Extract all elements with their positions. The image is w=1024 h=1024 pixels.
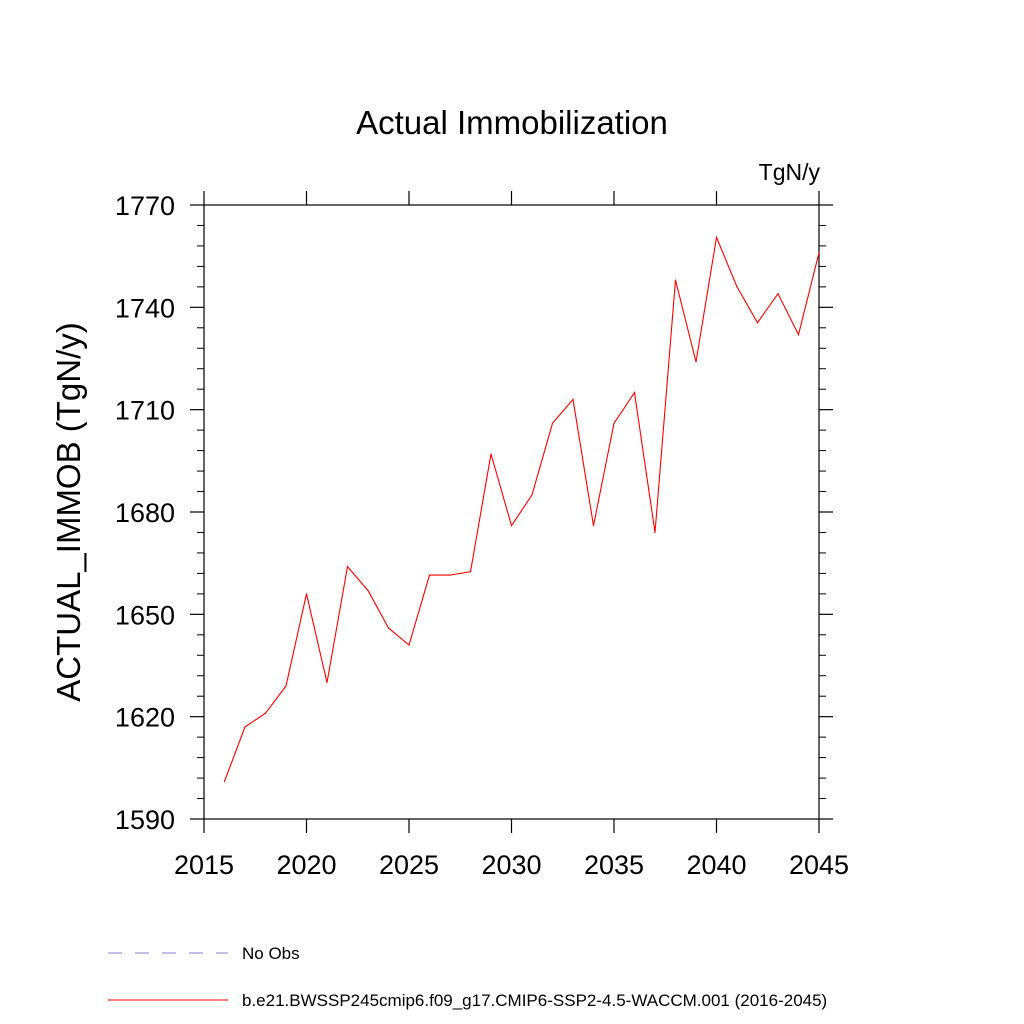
data-point	[654, 531, 656, 534]
data-point	[408, 644, 410, 646]
data-point	[223, 780, 226, 783]
data-point	[674, 279, 677, 281]
data-point	[572, 398, 574, 401]
data-point	[449, 574, 451, 576]
data-point	[777, 293, 779, 295]
data-point	[490, 453, 492, 455]
y-tick-label: 1590	[115, 805, 175, 835]
data-point	[613, 422, 615, 424]
x-tick-label: 2025	[379, 850, 439, 880]
data-point	[818, 252, 820, 254]
y-tick-label: 1740	[115, 293, 175, 323]
plot-frame	[203, 204, 820, 820]
data-point	[305, 593, 308, 595]
y-tick-label: 1620	[115, 703, 175, 733]
data-point	[326, 681, 328, 684]
data-point	[715, 236, 718, 239]
data-point	[367, 589, 369, 592]
data-point	[346, 565, 349, 568]
x-tick-label: 2040	[686, 850, 746, 880]
data-point	[633, 392, 636, 394]
data-point	[797, 334, 800, 336]
y-tick-label: 1770	[115, 191, 175, 221]
axis-tick-labels: 2015 2020 2025 2030 2035 2040 2045 1590 1620 1650…	[115, 191, 849, 880]
data-point	[551, 422, 554, 424]
data-point	[469, 571, 472, 573]
data-point	[756, 322, 759, 324]
legend: No Obs b.e21.BWSSP245cmip6.f09_g17.CMIP6…	[108, 944, 827, 1010]
y-tick-label: 1650	[115, 600, 175, 630]
x-tick-label: 2020	[276, 850, 336, 880]
units-label: TgN/y	[759, 159, 821, 185]
data-point	[428, 574, 431, 576]
data-point	[736, 286, 738, 288]
data-point	[695, 361, 697, 363]
y-tick-label: 1710	[115, 396, 175, 426]
x-tick-label: 2035	[584, 850, 644, 880]
x-tick-label: 2015	[174, 850, 234, 880]
legend-label-no-obs: No Obs	[242, 944, 300, 963]
chart-title: Actual Immobilization	[356, 104, 668, 141]
series-layer	[223, 235, 820, 783]
data-point	[244, 726, 246, 728]
data-point	[285, 685, 287, 687]
data-point	[510, 525, 513, 527]
axis-ticks	[190, 191, 833, 833]
data-point	[387, 627, 390, 629]
x-tick-label: 2030	[481, 850, 541, 880]
y-axis-label: ACTUAL_IMMOB (TgN/y)	[50, 322, 87, 702]
y-tick-label: 1680	[115, 498, 175, 528]
legend-label-model: b.e21.BWSSP245cmip6.f09_g17.CMIP6-SSP2-4…	[242, 991, 827, 1010]
data-point	[264, 712, 267, 714]
data-point	[531, 494, 533, 496]
series-line	[223, 235, 820, 782]
data-point	[592, 525, 595, 527]
x-tick-label: 2045	[789, 850, 849, 880]
